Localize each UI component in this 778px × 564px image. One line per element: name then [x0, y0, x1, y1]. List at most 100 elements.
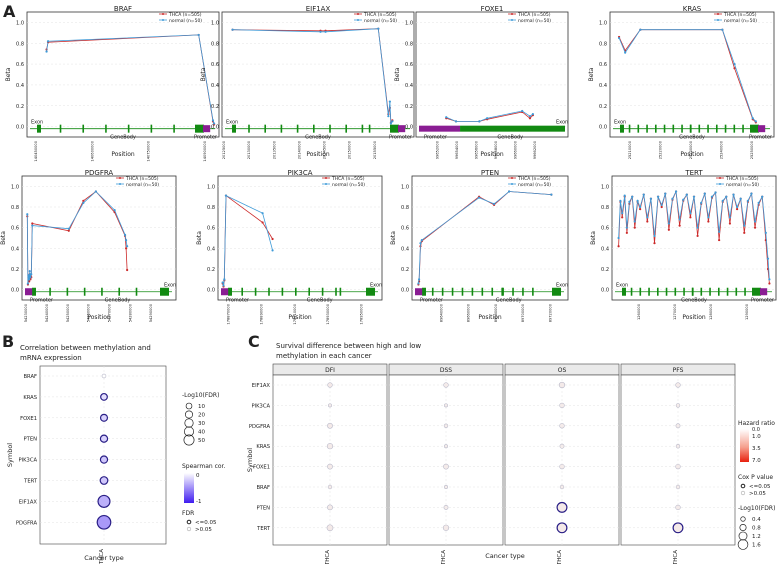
legend-label: THCA (n=505)	[517, 12, 551, 18]
data-point-normal	[671, 197, 674, 200]
exon-block	[241, 287, 243, 296]
plot-frame-braf	[26, 11, 220, 138]
exon-block	[366, 287, 375, 296]
x-tick-label: 178930000	[326, 303, 330, 324]
exon-label: Exon	[614, 120, 626, 126]
x-tick-label: 89720000	[548, 303, 552, 322]
fdr-legend-circle	[186, 526, 192, 532]
region-label-genebody: GeneBody	[307, 298, 333, 304]
bubble-dfi-foxe1	[327, 463, 333, 470]
legend-label: THCA (n=505)	[363, 12, 397, 18]
bubble-pfs-kras	[675, 444, 681, 449]
exon-block	[308, 287, 310, 296]
panel-letter-b: B	[2, 332, 14, 351]
y-axis-label: Beta	[196, 231, 203, 245]
exon-block	[663, 124, 666, 133]
x-tick-label: 54240000	[45, 303, 49, 322]
data-point-thca	[28, 280, 31, 283]
plot-title-eif1ax: EIF1AX	[306, 5, 331, 13]
plot-title-kras: KRAS	[683, 5, 702, 13]
data-point-normal	[94, 190, 97, 193]
promoter-block	[415, 288, 423, 296]
data-point-normal	[26, 282, 30, 285]
legend-marker	[717, 19, 719, 21]
x-axis-label: Position	[306, 151, 330, 158]
exon-block	[105, 124, 107, 133]
data-point-normal	[703, 192, 706, 195]
x-tick-label: 1270000	[673, 303, 677, 320]
legend-label: normal (n=50)	[726, 182, 759, 188]
y-tick-label: PTEN	[257, 505, 271, 511]
exon-block	[232, 124, 236, 133]
data-point-normal	[725, 195, 728, 198]
legend-label: normal (n=50)	[518, 182, 551, 188]
data-point-thca	[696, 234, 699, 238]
x-tick-label: 25250000	[750, 140, 754, 159]
plot-title-pik3ca: PIK3CA	[287, 169, 312, 177]
data-point-normal	[46, 40, 50, 43]
x-axis-label: Cancer type	[84, 554, 123, 562]
exon-label: Exon	[556, 120, 568, 126]
bubble-dss-pik3ca	[444, 403, 448, 408]
legend-marker	[511, 13, 513, 15]
y-tick-label: 0.6	[401, 226, 409, 232]
size-legend-title-c: -Log10(FDR)	[738, 505, 775, 512]
y-axis-label: Beta	[200, 67, 207, 81]
legend-marker	[325, 183, 327, 185]
x-tick-label: 99660000	[513, 140, 517, 159]
exon-block	[339, 287, 342, 296]
data-point-normal	[617, 236, 620, 240]
panel-letter-c: C	[248, 332, 260, 351]
x-tick-label: 54230000	[24, 303, 28, 322]
data-point-normal	[757, 201, 760, 204]
y-tick-label: PIK3CA	[251, 403, 270, 409]
y-tick-label: 0.2	[601, 267, 609, 273]
y-tick-label: 0.4	[405, 83, 413, 89]
exon-block	[82, 124, 85, 133]
data-point-thca	[625, 231, 628, 234]
x-axis-label: Position	[478, 314, 502, 321]
exon-block	[451, 287, 454, 296]
y-tick-label: 0.0	[401, 288, 409, 294]
hr-legend-tick: 7.0	[752, 458, 761, 464]
bubble-pfs-braf	[675, 484, 681, 490]
x-tick-label: 89640000	[439, 303, 443, 322]
exon-block	[726, 287, 729, 296]
x-tick-label: 140450000	[34, 140, 38, 161]
exon-block	[422, 287, 426, 296]
y-tick-label: 0.2	[405, 104, 413, 110]
exon-block	[150, 124, 153, 133]
exon-block	[742, 124, 744, 133]
promoter-block	[25, 288, 33, 296]
bubble-os-pten	[556, 501, 568, 513]
data-point-normal	[619, 199, 622, 202]
x-tick-label: 54290000	[149, 303, 153, 322]
y-tick-label: 0.2	[11, 267, 19, 273]
data-point-normal	[197, 33, 200, 37]
size-legend-label-c: 1.6	[752, 543, 761, 549]
bubble-dfi-pten	[327, 504, 333, 511]
y-tick-label: BRAF	[257, 485, 271, 491]
data-point-normal	[653, 234, 656, 238]
data-point-normal	[721, 28, 724, 31]
data-point-normal	[617, 36, 621, 40]
x-tick-label: 99658000	[494, 140, 498, 159]
x-tick-label: 178890000	[260, 303, 264, 324]
size-legend-circle-c	[740, 516, 746, 522]
data-point-normal	[223, 278, 226, 281]
region-label-genebody: GeneBody	[679, 135, 705, 141]
exon-block	[620, 124, 624, 133]
exon-label: Exon	[556, 283, 568, 289]
exon-label: Exon	[616, 283, 628, 289]
x-tick-label: 99656000	[474, 140, 478, 159]
data-point-normal	[454, 120, 458, 123]
region-label-genebody: GeneBody	[496, 298, 522, 304]
size-legend-label-c: 0.4	[752, 517, 761, 523]
y-tick-label: FOXE1	[20, 416, 37, 422]
bubble-dss-kras	[444, 444, 448, 449]
data-point-normal	[664, 192, 667, 195]
exon-block	[657, 287, 659, 296]
data-point-normal	[271, 249, 274, 252]
data-point-normal	[753, 220, 757, 223]
bubble-os-eif1ax	[558, 381, 566, 389]
